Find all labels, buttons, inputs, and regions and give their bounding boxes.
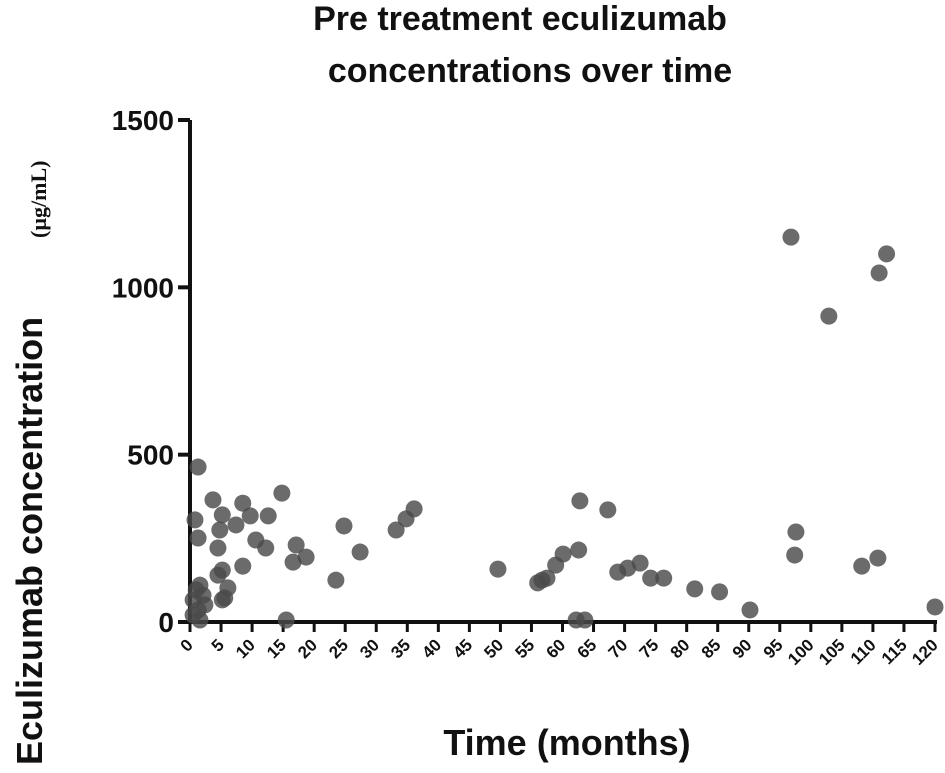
y-tick-label: 1000 (112, 272, 174, 303)
x-tick-label: 115 (878, 635, 911, 668)
point (273, 484, 291, 502)
point (820, 307, 838, 325)
point (189, 529, 207, 547)
point (741, 601, 759, 619)
point (189, 458, 207, 476)
x-tick-label: 35 (387, 635, 414, 662)
y-tick-label: 0 (158, 607, 174, 638)
point (204, 491, 222, 509)
point (259, 507, 277, 525)
point (786, 546, 804, 564)
point (878, 245, 896, 263)
point (570, 541, 588, 559)
x-tick-label: 100 (784, 635, 817, 668)
point (642, 569, 660, 587)
point (554, 545, 572, 563)
x-tick-label: 70 (605, 635, 632, 662)
point (489, 560, 507, 578)
point (926, 598, 944, 616)
point (351, 543, 369, 561)
y-axis-unit: (µg/mL) (26, 161, 51, 238)
point (711, 583, 729, 601)
point (599, 501, 617, 519)
point (297, 548, 315, 566)
point (219, 579, 237, 597)
point (387, 521, 405, 539)
point (405, 500, 423, 518)
x-tick-label: 85 (698, 635, 725, 662)
x-tick-label: 15 (263, 635, 290, 662)
x-tick-label: 60 (543, 635, 570, 662)
x-tick-label: 45 (449, 635, 476, 662)
point (631, 554, 649, 572)
point (196, 596, 214, 614)
x-tick-label: 120 (908, 635, 941, 668)
point (787, 523, 805, 541)
point (327, 571, 345, 589)
point (209, 566, 227, 584)
x-tick-label: 5 (208, 635, 228, 655)
point (211, 521, 229, 539)
y-tick-label: 500 (127, 440, 174, 471)
x-tick-label: 80 (667, 635, 694, 662)
x-tick-label: 20 (294, 635, 321, 662)
point (287, 536, 305, 554)
x-tick-label: 25 (325, 635, 352, 662)
chart-title: concentrations over time (328, 52, 732, 90)
y-axis-label: Eculizumab concentration (9, 317, 50, 765)
point (576, 611, 594, 629)
point (186, 511, 204, 529)
point (191, 611, 209, 629)
point (335, 517, 353, 535)
x-tick-label: 75 (636, 635, 663, 662)
point (277, 611, 295, 629)
x-tick-label: 65 (574, 635, 601, 662)
x-tick-label: 50 (480, 635, 507, 662)
point (571, 492, 589, 510)
point (782, 228, 800, 246)
point (870, 264, 888, 282)
point (227, 516, 245, 534)
y-tick-label: 1500 (112, 105, 174, 136)
point (655, 569, 673, 587)
point (213, 506, 231, 524)
x-tick-label: 40 (418, 635, 445, 662)
point (234, 494, 252, 512)
x-tick-label: 105 (815, 635, 848, 668)
x-tick-label: 95 (760, 635, 787, 662)
point (209, 539, 227, 557)
x-axis-label: Time (months) (443, 722, 690, 763)
point (686, 580, 704, 598)
point (869, 549, 887, 567)
chart-title: Pre treatment eculizumab (313, 0, 727, 38)
x-tick-label: 110 (847, 635, 880, 668)
point (257, 539, 275, 557)
point (234, 557, 252, 575)
x-tick-label: 55 (511, 635, 538, 662)
point (284, 553, 302, 571)
x-tick-label: 30 (356, 635, 383, 662)
point (538, 569, 556, 587)
x-tick-label: 0 (177, 635, 197, 655)
x-tick-label: 10 (232, 635, 259, 662)
point (853, 557, 871, 575)
point (241, 507, 259, 525)
x-tick-label: 90 (729, 635, 756, 662)
